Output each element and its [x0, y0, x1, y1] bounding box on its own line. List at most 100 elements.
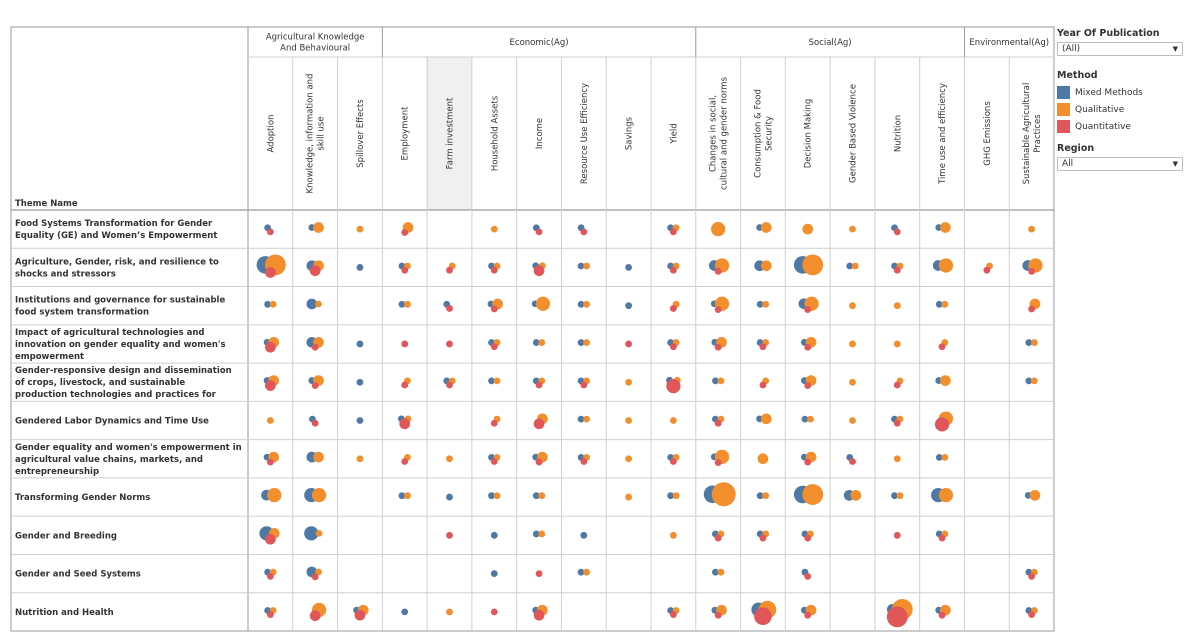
- bubble-mark[interactable]: [754, 607, 772, 626]
- bubble-mark[interactable]: [760, 222, 772, 233]
- bubble-mark[interactable]: [490, 225, 498, 233]
- bubble-mark[interactable]: [269, 300, 277, 308]
- bubble-mark[interactable]: [580, 228, 588, 236]
- bubble-mark[interactable]: [804, 534, 812, 542]
- bubble-mark[interactable]: [804, 611, 812, 619]
- bubble-mark[interactable]: [313, 451, 324, 463]
- bubble-mark[interactable]: [398, 300, 406, 308]
- bubble-mark[interactable]: [1028, 267, 1036, 275]
- bubble-mark[interactable]: [309, 265, 321, 277]
- bubble-mark[interactable]: [717, 568, 725, 576]
- bubble-mark[interactable]: [304, 526, 319, 541]
- bubble-mark[interactable]: [714, 459, 722, 467]
- bubble-mark[interactable]: [893, 228, 901, 236]
- bubble-mark[interactable]: [804, 572, 812, 580]
- bubble-mark[interactable]: [762, 492, 770, 500]
- bubble-mark[interactable]: [311, 573, 319, 581]
- bubble-mark[interactable]: [356, 225, 364, 233]
- bubble-mark[interactable]: [672, 492, 680, 500]
- bubble-mark[interactable]: [804, 306, 812, 313]
- bubble-mark[interactable]: [490, 343, 498, 351]
- bubble-mark[interactable]: [891, 492, 898, 500]
- bubble-mark[interactable]: [266, 572, 274, 580]
- bubble-mark[interactable]: [356, 417, 364, 424]
- bubble-mark[interactable]: [354, 609, 366, 621]
- bubble-mark[interactable]: [356, 378, 364, 386]
- bubble-mark[interactable]: [804, 343, 812, 351]
- bubble-mark[interactable]: [446, 493, 453, 501]
- bubble-mark[interactable]: [490, 419, 498, 427]
- bubble-mark[interactable]: [711, 482, 736, 507]
- bubble-mark[interactable]: [401, 266, 409, 274]
- bubble-mark[interactable]: [315, 300, 322, 308]
- bubble-mark[interactable]: [849, 378, 856, 386]
- bubble-mark[interactable]: [266, 611, 274, 619]
- bubble-mark[interactable]: [446, 266, 453, 274]
- bubble-mark[interactable]: [669, 266, 677, 274]
- bubble-mark[interactable]: [625, 340, 633, 348]
- bubble-mark[interactable]: [802, 484, 824, 505]
- bubble-mark[interactable]: [893, 340, 901, 348]
- bubble-mark[interactable]: [446, 455, 453, 463]
- bubble-mark[interactable]: [940, 375, 951, 386]
- bubble-mark[interactable]: [404, 492, 411, 500]
- bubble-mark[interactable]: [711, 222, 726, 237]
- bubble-mark[interactable]: [938, 343, 946, 351]
- bubble-mark[interactable]: [266, 228, 274, 236]
- bubble-mark[interactable]: [583, 415, 590, 423]
- bubble-mark[interactable]: [893, 381, 901, 389]
- bubble-mark[interactable]: [356, 455, 364, 463]
- bubble-mark[interactable]: [404, 300, 411, 308]
- bubble-mark[interactable]: [446, 608, 453, 616]
- bubble-mark[interactable]: [625, 493, 633, 501]
- bubble-mark[interactable]: [669, 611, 677, 619]
- bubble-mark[interactable]: [577, 415, 585, 423]
- bubble-mark[interactable]: [712, 568, 719, 576]
- bubble-mark[interactable]: [983, 266, 991, 274]
- bubble-mark[interactable]: [760, 413, 772, 425]
- bubble-mark[interactable]: [762, 300, 770, 308]
- bubble-mark[interactable]: [714, 267, 722, 275]
- legend-item-mixed-methods[interactable]: Mixed Methods: [1057, 84, 1197, 101]
- bubble-mark[interactable]: [311, 487, 327, 503]
- region-filter-dropdown[interactable]: All ▼: [1057, 157, 1183, 171]
- bubble-mark[interactable]: [804, 458, 812, 466]
- bubble-mark[interactable]: [532, 339, 540, 346]
- bubble-mark[interactable]: [583, 568, 590, 576]
- bubble-mark[interactable]: [401, 458, 409, 465]
- bubble-mark[interactable]: [666, 378, 681, 394]
- bubble-mark[interactable]: [446, 305, 453, 312]
- bubble-mark[interactable]: [401, 608, 409, 616]
- bubble-mark[interactable]: [1030, 339, 1038, 346]
- bubble-mark[interactable]: [801, 415, 809, 423]
- bubble-mark[interactable]: [667, 492, 675, 500]
- bubble-mark[interactable]: [849, 458, 856, 465]
- bubble-mark[interactable]: [625, 302, 633, 310]
- bubble-mark[interactable]: [311, 343, 319, 351]
- year-filter-dropdown[interactable]: (All) ▼: [1057, 42, 1183, 56]
- bubble-mark[interactable]: [893, 302, 901, 310]
- bubble-mark[interactable]: [802, 254, 824, 276]
- bubble-mark[interactable]: [940, 222, 951, 233]
- bubble-mark[interactable]: [849, 340, 856, 348]
- bubble-mark[interactable]: [446, 340, 453, 348]
- bubble-mark[interactable]: [1028, 225, 1036, 233]
- bubble-mark[interactable]: [851, 262, 859, 270]
- bubble-mark[interactable]: [669, 305, 677, 312]
- bubble-mark[interactable]: [893, 266, 901, 274]
- bubble-mark[interactable]: [759, 534, 767, 542]
- bubble-mark[interactable]: [490, 305, 498, 313]
- bubble-mark[interactable]: [941, 300, 949, 308]
- bubble-mark[interactable]: [669, 458, 677, 465]
- bubble-mark[interactable]: [446, 381, 453, 389]
- bubble-mark[interactable]: [315, 568, 322, 576]
- bubble-mark[interactable]: [490, 458, 498, 465]
- bubble-mark[interactable]: [849, 225, 856, 233]
- bubble-mark[interactable]: [532, 530, 540, 538]
- bubble-mark[interactable]: [669, 228, 677, 236]
- bubble-mark[interactable]: [756, 300, 764, 308]
- bubble-mark[interactable]: [1025, 377, 1033, 385]
- bubble-mark[interactable]: [893, 531, 901, 539]
- bubble-mark[interactable]: [311, 419, 319, 427]
- bubble-mark[interactable]: [401, 340, 409, 348]
